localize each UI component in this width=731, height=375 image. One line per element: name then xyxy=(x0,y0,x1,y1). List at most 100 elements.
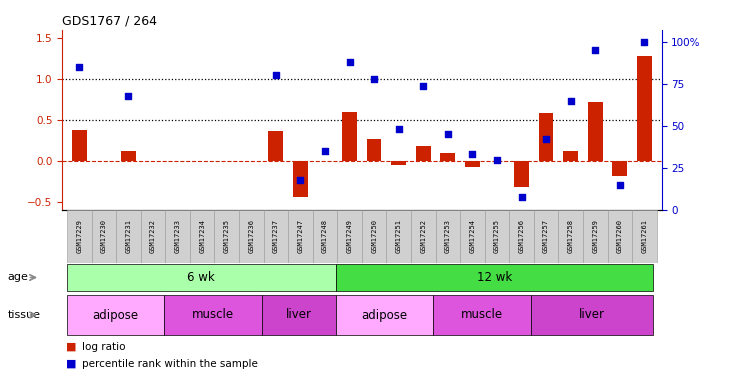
Bar xyxy=(288,210,313,262)
Point xyxy=(540,136,552,142)
Bar xyxy=(433,295,531,335)
Text: GSM17249: GSM17249 xyxy=(346,219,352,253)
Bar xyxy=(342,112,357,161)
Bar xyxy=(67,264,336,291)
Text: GSM17234: GSM17234 xyxy=(199,219,205,253)
Bar xyxy=(72,130,87,161)
Bar xyxy=(607,210,632,262)
Text: GSM17236: GSM17236 xyxy=(249,219,254,253)
Text: ■: ■ xyxy=(66,359,76,369)
Bar xyxy=(262,295,336,335)
Bar xyxy=(588,102,602,161)
Bar xyxy=(337,210,362,262)
Point xyxy=(614,182,626,188)
Text: GSM17255: GSM17255 xyxy=(494,219,500,253)
Text: GSM17229: GSM17229 xyxy=(76,219,83,253)
Text: GSM17235: GSM17235 xyxy=(224,219,230,253)
Bar xyxy=(165,210,190,262)
Text: GSM17260: GSM17260 xyxy=(617,219,623,253)
Bar xyxy=(387,210,411,262)
Bar xyxy=(239,210,264,262)
Text: muscle: muscle xyxy=(461,309,504,321)
Bar xyxy=(531,295,654,335)
Bar xyxy=(514,161,529,187)
Text: GSM17259: GSM17259 xyxy=(592,219,598,253)
Text: GSM17248: GSM17248 xyxy=(322,219,328,253)
Bar xyxy=(336,264,654,291)
Bar xyxy=(264,210,288,262)
Text: GSM17237: GSM17237 xyxy=(273,219,279,253)
Text: GSM17258: GSM17258 xyxy=(568,219,574,253)
Bar xyxy=(91,210,116,262)
Text: GSM17252: GSM17252 xyxy=(420,219,426,253)
Text: adipose: adipose xyxy=(93,309,139,321)
Bar xyxy=(632,210,656,262)
Point xyxy=(442,131,454,137)
Point xyxy=(565,98,577,104)
Point xyxy=(393,126,404,132)
Point xyxy=(344,59,355,65)
Point xyxy=(417,82,429,88)
Bar xyxy=(539,114,553,161)
Bar xyxy=(460,210,485,262)
Text: liver: liver xyxy=(286,309,312,321)
Bar xyxy=(441,153,455,161)
Bar xyxy=(67,210,91,262)
Text: GSM17257: GSM17257 xyxy=(543,219,549,253)
Bar xyxy=(268,130,283,161)
Bar xyxy=(510,210,534,262)
Bar xyxy=(116,210,141,262)
Point xyxy=(638,39,650,45)
Text: GSM17250: GSM17250 xyxy=(371,219,377,253)
Text: age: age xyxy=(7,273,29,282)
Bar xyxy=(362,210,387,262)
Text: tissue: tissue xyxy=(7,310,40,320)
Bar xyxy=(293,161,308,197)
Bar xyxy=(391,161,406,165)
Point xyxy=(319,148,331,154)
Point xyxy=(74,64,86,70)
Text: GSM17256: GSM17256 xyxy=(518,219,525,253)
Text: 6 wk: 6 wk xyxy=(187,271,215,284)
Bar xyxy=(534,210,558,262)
Text: GSM17232: GSM17232 xyxy=(150,219,156,253)
Bar xyxy=(416,146,431,161)
Point xyxy=(123,93,135,99)
Text: GDS1767 / 264: GDS1767 / 264 xyxy=(62,15,157,27)
Bar xyxy=(485,210,510,262)
Bar xyxy=(367,139,382,161)
Point xyxy=(466,152,478,157)
Bar xyxy=(465,161,480,168)
Text: GSM17247: GSM17247 xyxy=(298,219,303,253)
Bar xyxy=(583,210,607,262)
Bar xyxy=(558,210,583,262)
Point xyxy=(295,177,306,183)
Text: liver: liver xyxy=(579,309,605,321)
Text: GSM17231: GSM17231 xyxy=(126,219,132,253)
Bar xyxy=(190,210,214,262)
Text: 12 wk: 12 wk xyxy=(477,271,512,284)
Text: log ratio: log ratio xyxy=(82,342,126,352)
Bar xyxy=(637,56,652,161)
Text: muscle: muscle xyxy=(192,309,235,321)
Bar xyxy=(436,210,460,262)
Point xyxy=(589,47,601,53)
Bar xyxy=(411,210,436,262)
Point xyxy=(270,72,281,78)
Bar xyxy=(613,161,627,176)
Text: GSM17253: GSM17253 xyxy=(445,219,451,253)
Text: GSM17261: GSM17261 xyxy=(641,219,648,253)
Text: GSM17230: GSM17230 xyxy=(101,219,107,253)
Bar xyxy=(67,295,164,335)
Text: GSM17233: GSM17233 xyxy=(175,219,181,253)
Text: adipose: adipose xyxy=(361,309,408,321)
Bar xyxy=(164,295,262,335)
Text: percentile rank within the sample: percentile rank within the sample xyxy=(82,359,258,369)
Bar xyxy=(214,210,239,262)
Point xyxy=(368,76,380,82)
Bar xyxy=(121,151,136,161)
Point xyxy=(491,156,503,162)
Text: ■: ■ xyxy=(66,342,76,352)
Bar xyxy=(313,210,337,262)
Bar xyxy=(336,295,433,335)
